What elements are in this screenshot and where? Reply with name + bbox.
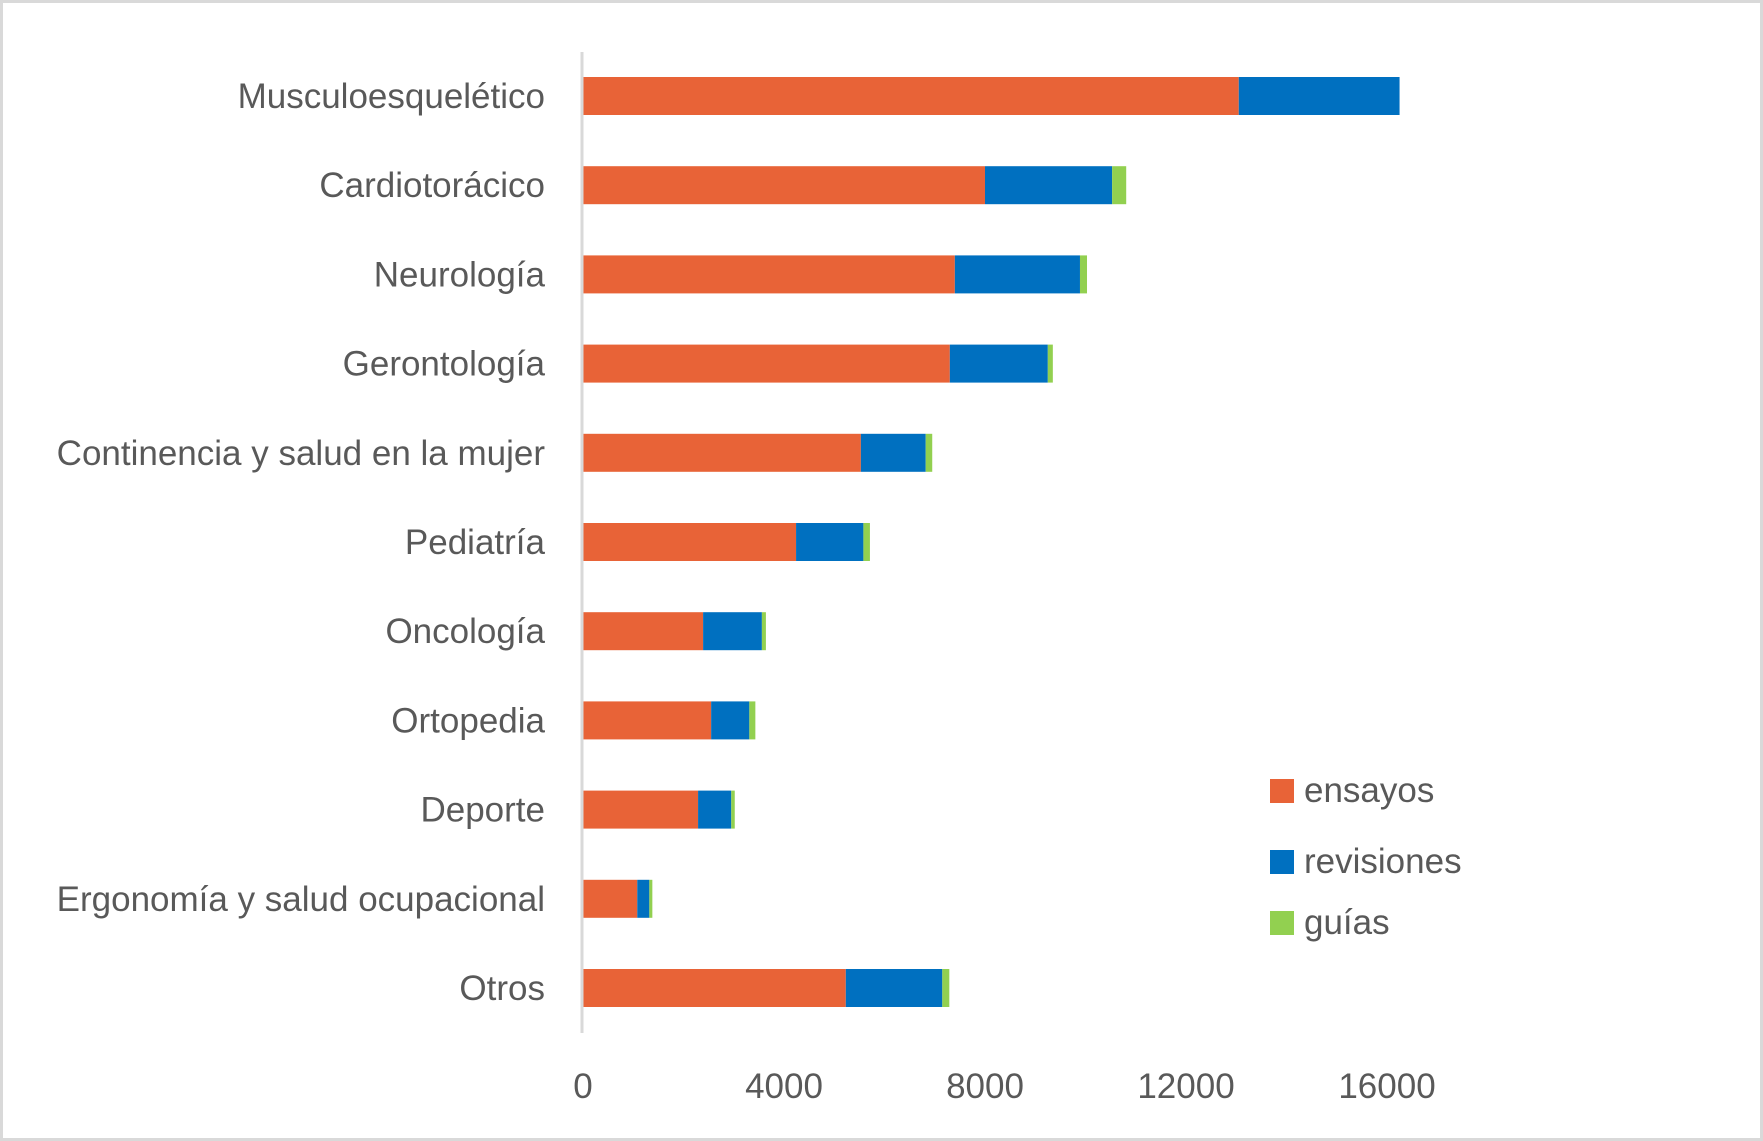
category-label: Gerontología <box>343 345 546 384</box>
bar-segment-guias <box>1079 255 1088 294</box>
x-tick-label: 0 <box>573 1067 592 1106</box>
bar-segment-guias <box>731 790 735 829</box>
bar-segment-revisiones <box>711 701 750 740</box>
category-label: Musculoesquelético <box>238 77 545 116</box>
bar-segment-ensayos <box>583 523 797 561</box>
category-label: Oncología <box>385 612 545 651</box>
category-labels: Musculoesquelético Cardiotorácico Neurolog… <box>57 77 546 1008</box>
bar-segment-guias <box>649 879 653 918</box>
bar-segment-guias <box>1112 166 1127 205</box>
category-label: Neurología <box>374 255 546 294</box>
bar-segment-revisiones <box>703 612 762 651</box>
bar-segment-ensayos <box>583 433 861 472</box>
legend-label: guías <box>1304 903 1390 942</box>
bar-segment-ensayos <box>583 255 955 294</box>
bar-segment-ensayos <box>583 701 712 740</box>
category-label: Ergonomía y salud ocupacional <box>57 880 545 919</box>
category-label: Ortopedia <box>391 701 545 740</box>
bar-segment-guias <box>749 701 756 740</box>
category-label: Otros <box>459 969 545 1008</box>
x-tick-labels: 0 4000 8000 12000 16000 <box>573 1067 1435 1106</box>
category-label: Cardiotorácico <box>319 166 545 205</box>
bar-segment-revisiones <box>1238 77 1400 115</box>
bar-segment-ensayos <box>583 166 985 205</box>
bar-segment-guias <box>761 612 766 651</box>
category-label: Continencia y salud en la mujer <box>57 434 546 473</box>
legend-swatch <box>1270 911 1294 935</box>
legend-label: revisiones <box>1304 842 1462 881</box>
x-tick-label: 12000 <box>1137 1067 1234 1106</box>
bar-segment-guias <box>925 433 933 472</box>
bar-segment-guias <box>942 969 950 1007</box>
bar-segment-guias <box>1047 344 1053 383</box>
bar-segment-revisiones <box>845 969 943 1007</box>
x-tick-label: 16000 <box>1338 1067 1435 1106</box>
bar-segment-ensayos <box>583 344 950 383</box>
bar-segment-ensayos <box>583 77 1239 115</box>
bars-group <box>583 77 1400 1007</box>
x-tick-label: 4000 <box>745 1067 823 1106</box>
bar-segment-revisiones <box>796 523 864 561</box>
legend: ensayos revisiones guías <box>1270 771 1462 942</box>
bar-segment-revisiones <box>954 255 1080 294</box>
bar-segment-revisiones <box>698 790 732 829</box>
legend-label: ensayos <box>1304 771 1434 810</box>
legend-swatch <box>1270 779 1294 803</box>
category-label: Deporte <box>420 791 545 830</box>
bar-segment-ensayos <box>583 969 846 1007</box>
category-label: Pediatría <box>405 523 546 562</box>
bar-segment-guias <box>863 523 870 561</box>
bar-segment-ensayos <box>583 879 638 918</box>
bar-segment-revisiones <box>985 166 1113 205</box>
bar-segment-ensayos <box>583 612 704 651</box>
bar-segment-revisiones <box>860 433 926 472</box>
bar-segment-revisiones <box>637 879 650 918</box>
legend-swatch <box>1270 850 1294 874</box>
x-tick-label: 8000 <box>946 1067 1024 1106</box>
bar-segment-ensayos <box>583 790 699 829</box>
bar-segment-revisiones <box>949 344 1048 383</box>
